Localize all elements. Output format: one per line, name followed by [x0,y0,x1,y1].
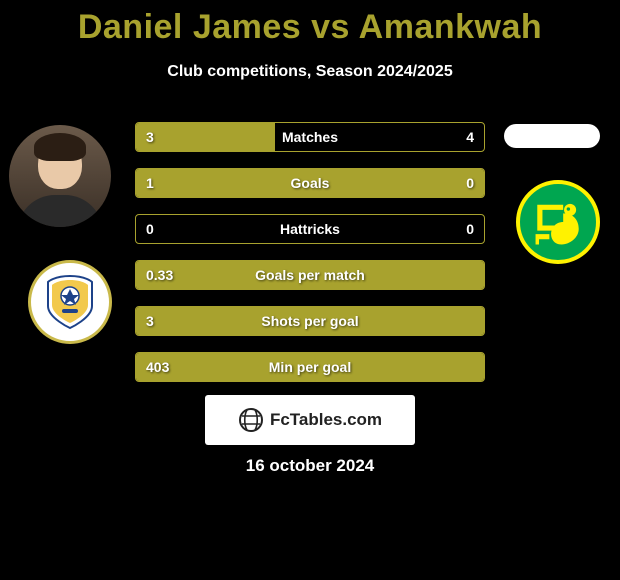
stat-value-left: 403 [146,359,169,375]
player2-avatar [504,124,600,148]
player1-club-crest [28,260,112,344]
page-title: Daniel James vs Amankwah [0,0,620,47]
stat-value-left: 0.33 [146,267,173,283]
stat-label: Min per goal [269,359,351,375]
stat-value-left: 3 [146,313,154,329]
stat-row: 403 Min per goal [135,352,485,382]
stat-value-left: 3 [146,129,154,145]
player2-club-crest [516,180,600,264]
stat-value-left: 0 [146,221,154,237]
stat-row: 0.33 Goals per match [135,260,485,290]
stat-fill-left [136,123,275,151]
stats-area: 3 Matches 4 1 Goals 0 0 Hattricks 0 0.33 Goals per… [135,122,485,398]
stat-value-right: 4 [466,129,474,145]
footer-brand-card: FcTables.com [205,395,415,445]
stat-label: Goals [291,175,330,191]
comparison-card: Daniel James vs Amankwah Club competitio… [0,0,620,580]
player1-avatar-hair [34,133,86,161]
stat-row: 3 Matches 4 [135,122,485,152]
page-subtitle: Club competitions, Season 2024/2025 [0,63,620,81]
fctables-logo-icon [238,407,264,433]
stat-row: 1 Goals 0 [135,168,485,198]
stat-value-right: 0 [466,175,474,191]
stat-label: Goals per match [255,267,365,283]
stat-label: Matches [282,129,338,145]
stat-label: Hattricks [280,221,340,237]
stat-label: Shots per goal [261,313,358,329]
date-text: 16 october 2024 [246,456,375,476]
leeds-crest-icon [40,272,100,332]
footer-brand-text: FcTables.com [270,410,382,430]
stat-row: 3 Shots per goal [135,306,485,336]
stat-row: 0 Hattricks 0 [135,214,485,244]
norwich-crest-icon [520,180,596,264]
player1-avatar [9,125,111,227]
stat-value-right: 0 [466,221,474,237]
stat-value-left: 1 [146,175,154,191]
